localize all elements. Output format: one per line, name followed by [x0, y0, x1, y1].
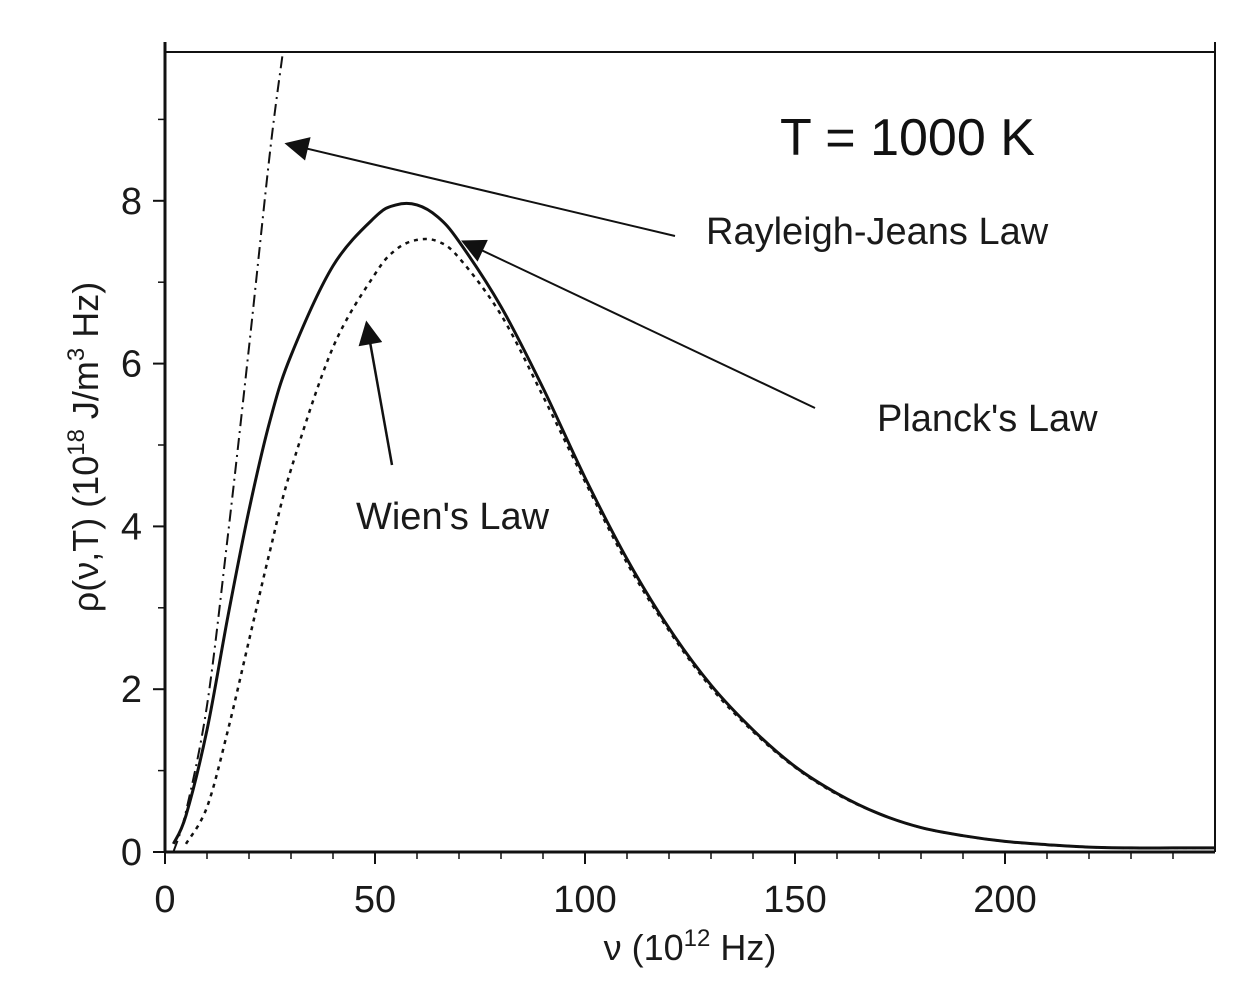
x-tick-label: 100	[553, 879, 616, 921]
tick-labels: 0 50 100 150 200 0 2 4 6 8	[121, 181, 1037, 921]
y-axis-title: ρ(ν,T) (1018 J/m3 Hz)	[63, 282, 106, 613]
y-tick-label: 2	[121, 669, 142, 711]
minor-ticks	[158, 118, 1174, 859]
x-tick-label: 200	[973, 879, 1036, 921]
rayleigh-jeans-label: Rayleigh-Jeans Law	[706, 211, 1049, 253]
major-ticks	[153, 199, 1006, 864]
y-tick-label: 6	[121, 344, 142, 386]
wiens-law-arrow	[358, 320, 394, 466]
rayleigh-jeans-arrow	[284, 137, 676, 237]
wiens-law-label: Wien's Law	[356, 496, 550, 538]
series-planck-s-law-line	[172, 201, 1215, 850]
y-tick-label: 8	[121, 181, 142, 223]
x-tick-label: 150	[763, 879, 826, 921]
y-tick-label: 4	[121, 506, 142, 548]
plancks-law-arrow	[461, 239, 816, 409]
x-tick-label: 50	[354, 879, 396, 921]
series-lines	[172, 54, 1215, 853]
y-tick-label: 0	[121, 832, 142, 874]
series-wien-s-law-line	[184, 237, 1215, 850]
x-tick-label: 0	[154, 879, 175, 921]
x-axis-title: ν (1012 Hz)	[604, 925, 777, 968]
temperature-label: T = 1000 K	[780, 109, 1035, 167]
plancks-law-label: Planck's Law	[877, 398, 1098, 440]
series-rayleigh-jeans-law-line	[172, 54, 284, 853]
